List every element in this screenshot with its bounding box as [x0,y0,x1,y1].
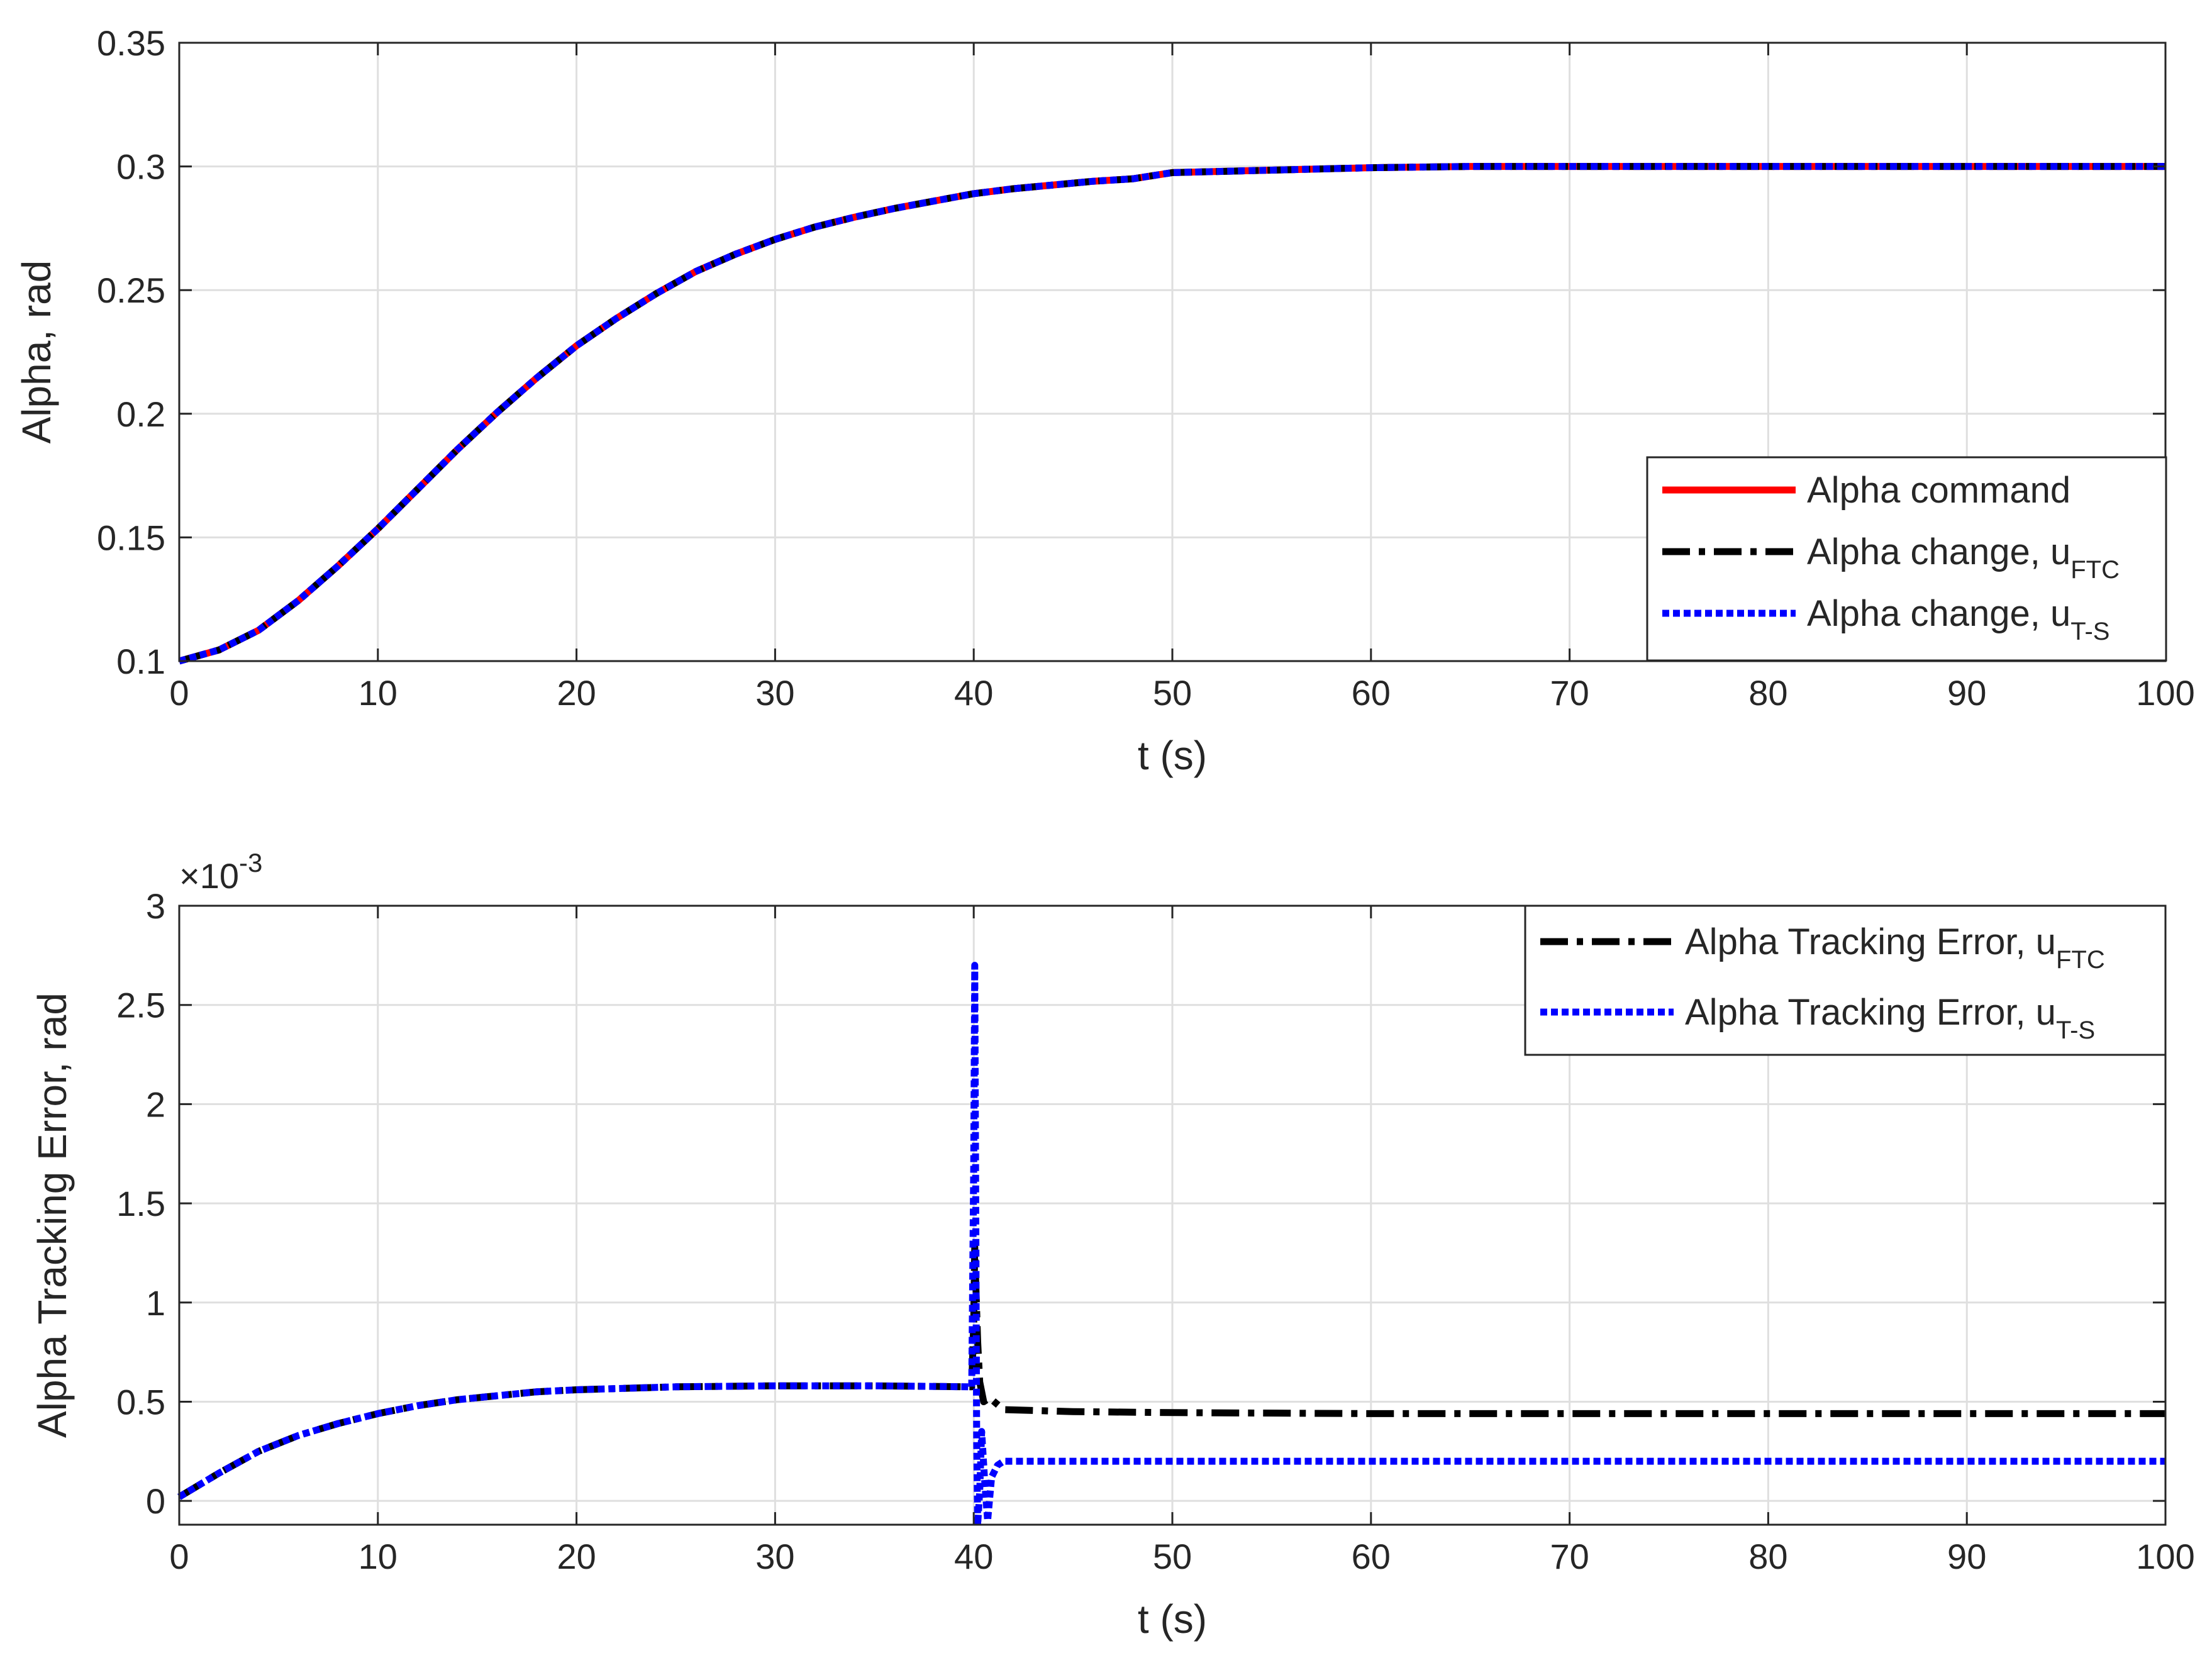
x-tick-label: 100 [2136,1537,2194,1576]
x-tick-label: 80 [1748,1537,1787,1576]
y-tick-label: 0 [146,1481,165,1521]
y-tick-label: 0.1 [116,642,165,681]
x-tick-label: 100 [2136,673,2194,713]
x-tick-label: 90 [1947,1537,1986,1576]
x-tick-label: 0 [169,673,189,713]
legend-label-main: Alpha Tracking Error, u [1685,992,2056,1033]
legend-box [1524,905,2167,1056]
y-tick-label: 1.5 [116,1184,165,1223]
y-tick-label: 0.35 [97,23,165,63]
x-tick-label: 0 [169,1537,189,1576]
x-tick-label: 80 [1748,673,1787,713]
y-tick-label: 1 [146,1283,165,1323]
series-lines [178,163,2165,665]
x-tick-label: 30 [755,1537,794,1576]
y-exponent-power: -3 [239,848,262,877]
legend-label-main: Alpha Tracking Error, u [1685,921,2056,962]
top-chart: 0 10 20 30 40 50 60 70 80 90 100 0.1 0.15 0.2 0.25 0.3 0… [14,23,2195,778]
series-line-2 [177,962,2165,1528]
x-tick-label: 30 [755,673,794,713]
series-line-3 [178,163,2165,665]
x-tick-label: 40 [954,673,993,713]
ticks: 0 10 20 30 40 50 60 70 80 90 100 0 0.5 1 1.5 2 2.5 3 [116,886,2195,1576]
x-tick-label: 50 [1153,1537,1192,1576]
x-tick-label: 20 [557,1537,596,1576]
y-tick-label: 3 [146,886,165,926]
x-tick-label: 10 [358,1537,397,1576]
y-tick-label: 0.15 [97,518,165,557]
legend-label-3: Alpha change, uT-S [1807,593,2109,645]
legend-label-main: Alpha change, u [1807,593,2070,634]
y-exponent-label: ×10-3 [179,848,262,896]
legend-label-1: Alpha Tracking Error, uFTC [1685,921,2105,974]
y-tick-label: 0.3 [116,147,165,187]
y-tick-label: 2.5 [116,986,165,1025]
y-axis-label: Alpha, rad [14,260,59,444]
legend-label-main: Alpha change, u [1807,532,2070,572]
x-tick-label: 20 [557,673,596,713]
legend-label-1: Alpha command [1807,470,2070,511]
x-tick-label: 10 [358,673,397,713]
x-tick-label: 70 [1550,673,1589,713]
ticks: 0 10 20 30 40 50 60 70 80 90 100 0.1 0.15 0.2 0.25 0.3 0… [97,23,2195,713]
y-axis-label: Alpha Tracking Error, rad [30,993,75,1438]
y-exponent-base: ×10 [179,856,239,896]
y-tick-label: 2 [146,1084,165,1124]
bottom-chart: 0 10 20 30 40 50 60 70 80 90 100 0 0.5 1 1.5 2 2.5 3 ×10-3… [30,848,2195,1642]
legend-label-2: Alpha Tracking Error, uT-S [1685,992,2095,1044]
legend-label-subscript: FTC [2070,556,2120,584]
y-tick-label: 0.25 [97,270,165,310]
series-lines [177,962,2165,1528]
x-tick-label: 60 [1352,1537,1391,1576]
x-tick-label: 60 [1352,673,1391,713]
legend-label-subscript: T-S [2056,1016,2095,1044]
x-tick-label: 40 [954,1537,993,1576]
x-tick-label: 90 [1947,673,1986,713]
legend-label-subscript: FTC [2056,946,2105,974]
legend-label-2: Alpha change, uFTC [1807,532,2120,584]
x-axis-label: t (s) [1138,733,1207,778]
y-tick-label: 0.2 [116,394,165,434]
legend-label-subscript: T-S [2070,618,2109,645]
x-tick-label: 50 [1153,673,1192,713]
y-tick-label: 0.5 [116,1382,165,1422]
legend-label-main: Alpha command [1807,470,2070,511]
x-tick-label: 70 [1550,1537,1589,1576]
x-axis-label: t (s) [1138,1596,1207,1642]
